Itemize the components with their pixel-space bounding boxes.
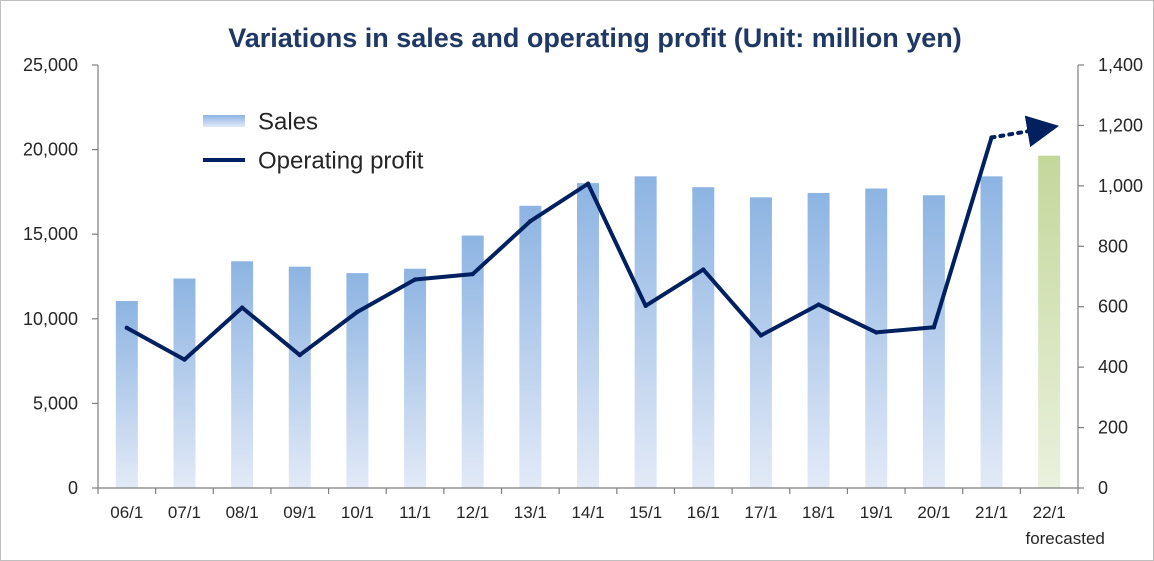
operating-profit-point-13-1: [528, 219, 533, 224]
axes-layer: [97, 65, 1079, 494]
operating-profit-point-17-1: [758, 333, 764, 338]
category-label-15-1: 15/1: [629, 503, 662, 522]
sales-bar-14-1: [577, 183, 599, 488]
right-tick-label: 400: [1098, 357, 1128, 377]
operating-profit-point-15-1: [643, 303, 648, 309]
sales-bar-10-1: [346, 273, 369, 488]
right-tick-label: 200: [1098, 418, 1128, 438]
category-label-06-1: 06/1: [110, 503, 143, 522]
chart-title: Variations in sales and operating profit…: [228, 23, 962, 53]
left-tick-label: 20,000: [23, 140, 78, 160]
legend-profit-label: Operating profit: [258, 147, 424, 174]
operating-profit-point-11-1: [412, 277, 418, 282]
sales-bar-16-1: [692, 187, 715, 488]
left-tick-label: 0: [68, 478, 78, 498]
profit-forecast-arrow: [989, 115, 1060, 148]
operating-profit-point-16-1: [701, 267, 706, 272]
category-label-20-1: 20/1: [917, 503, 950, 522]
category-label-16-1: 16/1: [687, 503, 720, 522]
right-axis-ticks: 0 200 400 600 800 1,000 1,200 1,400: [1078, 55, 1143, 498]
category-sublabel-forecasted: forecasted: [1025, 529, 1104, 548]
right-tick-label: 0: [1098, 478, 1108, 498]
operating-profit-line: [125, 136, 994, 362]
right-tick-label: 1,200: [1098, 115, 1143, 135]
sales-bar-17-1: [749, 197, 772, 489]
sales-bar-21-1: [980, 176, 1003, 488]
operating-profit-point-10-1: [355, 309, 360, 315]
left-tick-label: 10,000: [23, 309, 78, 329]
line-layer: [124, 115, 1060, 362]
category-labels: 06/1 07/1 08/1 09/1 10/1 11/1 12/1 13/1 14/1 15/1…: [110, 503, 1105, 548]
sales-bar-18-1: [807, 192, 830, 488]
category-label-14-1: 14/1: [571, 503, 604, 522]
right-tick-label: 1,000: [1098, 176, 1143, 196]
right-tick-label: 1,400: [1098, 55, 1143, 75]
sales-bar-11-1: [404, 268, 427, 488]
bars-layer: [115, 155, 1061, 489]
category-label-17-1: 17/1: [744, 503, 777, 522]
legend-sales-label: Sales: [258, 108, 318, 135]
operating-profit-point-12-1: [470, 271, 475, 277]
sales-bar-09-1: [288, 266, 311, 488]
sales-bar-13-1: [519, 205, 542, 488]
category-label-19-1: 19/1: [860, 503, 893, 522]
operating-profit-point-08-1: [239, 305, 245, 310]
category-label-07-1: 07/1: [168, 503, 201, 522]
left-axis-ticks: 0 5,000 10,000 15,000 20,000 25,000: [23, 55, 98, 498]
sales-bar-15-1: [634, 176, 657, 488]
sales-bar-08-1: [231, 261, 254, 488]
sales-bar-19-1: [865, 188, 888, 489]
category-label-21-1: 21/1: [975, 503, 1008, 522]
sales-bar-22-1: [1038, 155, 1061, 488]
operating-profit-point-18-1: [816, 302, 821, 307]
left-tick-label: 25,000: [23, 55, 78, 75]
sales-bar-06-1: [115, 301, 138, 488]
category-label-10-1: 10/1: [341, 503, 374, 522]
right-tick-label: 600: [1098, 297, 1128, 317]
category-label-18-1: 18/1: [802, 503, 835, 522]
operating-profit-point-14-1: [585, 181, 591, 186]
left-tick-label: 15,000: [23, 224, 78, 244]
operating-profit-point-06-1: [124, 325, 130, 331]
sales-bar-07-1: [173, 278, 196, 488]
sales-bar-12-1: [461, 235, 484, 488]
right-tick-label: 800: [1098, 236, 1128, 256]
left-tick-label: 5,000: [33, 393, 78, 413]
legend-sales-swatch: [203, 115, 245, 127]
operating-profit-point-20-1: [931, 325, 937, 330]
category-label-11-1: 11/1: [399, 503, 431, 522]
category-label-22-1: 22/1: [1033, 503, 1066, 522]
operating-profit-point-09-1: [297, 352, 302, 358]
category-label-13-1: 13/1: [514, 503, 547, 522]
operating-profit-point-07-1: [182, 357, 187, 362]
category-label-09-1: 09/1: [283, 503, 316, 522]
legend: Sales Operating profit: [203, 108, 424, 174]
operating-profit-point-19-1: [874, 330, 879, 335]
sales-bar-20-1: [922, 195, 945, 488]
category-label-12-1: 12/1: [456, 503, 489, 522]
category-label-08-1: 08/1: [226, 503, 259, 522]
